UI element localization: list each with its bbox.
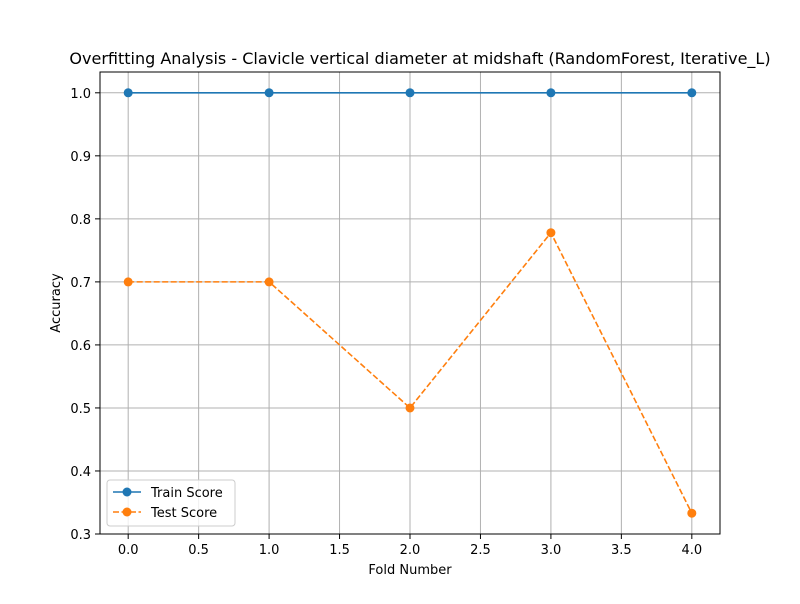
test-score-point xyxy=(123,277,133,287)
x-axis-label: Fold Number xyxy=(368,563,452,578)
test-score-series xyxy=(123,228,697,518)
legend-label-train-score: Train Score xyxy=(150,486,223,501)
x-tick-label: 1.5 xyxy=(329,543,350,558)
x-tick-label: 2.5 xyxy=(470,543,491,558)
x-tick-label: 1.0 xyxy=(259,543,280,558)
x-tick-label: 0.0 xyxy=(118,543,139,558)
legend-marker-train-score xyxy=(122,487,132,497)
series-layer xyxy=(123,88,697,518)
legend-marker-test-score xyxy=(122,507,132,517)
x-tick-label: 3.5 xyxy=(611,543,632,558)
legend-item-train-score: Train Score xyxy=(113,486,223,501)
y-axis: 0.3 0.4 0.5 0.6 0.7 0.8 0.9 1.0 xyxy=(70,87,100,543)
legend-label-test-score: Test Score xyxy=(150,506,217,521)
x-tick-label: 4.0 xyxy=(681,543,702,558)
y-tick-label: 0.6 xyxy=(70,339,91,354)
train-score-point xyxy=(405,88,415,98)
x-tick-label: 3.0 xyxy=(541,543,562,558)
train-score-series xyxy=(123,88,697,98)
x-axis: 0.0 0.5 1.0 1.5 2.0 2.5 3.0 3.5 4.0 xyxy=(118,534,702,558)
y-tick-label: 0.5 xyxy=(70,402,91,417)
y-axis-label: Accuracy xyxy=(49,273,64,333)
y-tick-label: 0.9 xyxy=(70,150,91,165)
y-tick-label: 0.3 xyxy=(70,528,91,543)
test-score-point xyxy=(405,403,415,413)
chart-title: Overfitting Analysis - Clavicle vertical… xyxy=(69,49,770,69)
train-score-point xyxy=(687,88,697,98)
train-score-point xyxy=(546,88,556,98)
test-score-point xyxy=(687,508,697,518)
y-tick-label: 0.8 xyxy=(70,213,91,228)
test-score-point xyxy=(546,228,556,238)
test-score-line xyxy=(128,231,693,514)
test-score-point xyxy=(264,277,274,287)
y-tick-label: 0.7 xyxy=(70,276,91,291)
y-tick-label: 1.0 xyxy=(70,87,91,102)
x-tick-label: 0.5 xyxy=(188,543,209,558)
legend: Train Score Test Score xyxy=(106,479,236,527)
x-tick-label: 2.0 xyxy=(400,543,421,558)
legend-item-test-score: Test Score xyxy=(113,506,217,521)
train-score-point xyxy=(123,88,133,98)
train-score-point xyxy=(264,88,274,98)
y-tick-label: 0.4 xyxy=(70,465,91,480)
